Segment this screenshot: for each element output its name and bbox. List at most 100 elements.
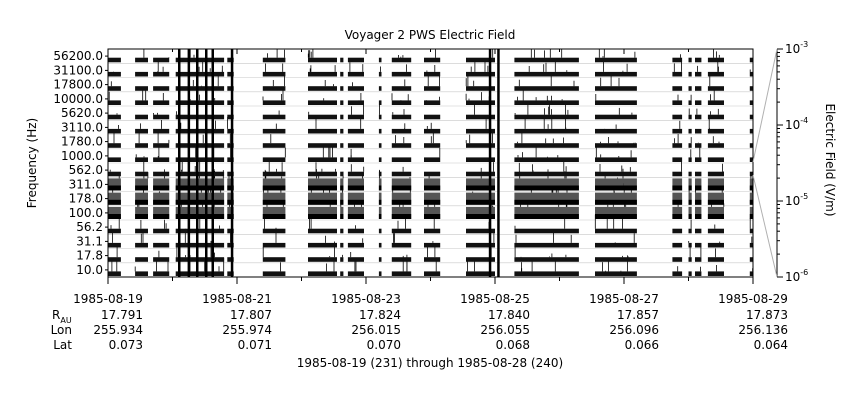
channel-block bbox=[672, 192, 683, 205]
channel-block bbox=[378, 206, 382, 219]
channel-block bbox=[340, 271, 344, 276]
y-tick-label: 56200.0 bbox=[53, 49, 103, 63]
channel-block bbox=[227, 171, 234, 177]
x-tick-lon: 255.974 bbox=[222, 323, 272, 337]
burst-column-7 bbox=[497, 49, 500, 277]
channel-block bbox=[175, 128, 225, 134]
channel-block bbox=[595, 257, 624, 262]
channel-block bbox=[466, 157, 495, 162]
channel-block bbox=[466, 100, 495, 105]
channel-block-core bbox=[749, 185, 753, 191]
channel-block bbox=[559, 271, 579, 276]
x-tick-lon: 256.015 bbox=[351, 323, 401, 337]
channel-block bbox=[347, 128, 364, 134]
data-interval-14 bbox=[514, 49, 560, 276]
channel-block bbox=[707, 271, 724, 276]
x-tick-lon: 255.934 bbox=[93, 323, 143, 337]
channel-block bbox=[347, 100, 364, 105]
channel-block bbox=[424, 178, 431, 191]
channel-block bbox=[559, 171, 579, 177]
channel-block bbox=[108, 143, 121, 148]
channel-block-core bbox=[308, 214, 337, 219]
plot-area bbox=[108, 49, 753, 277]
channel-block-core bbox=[672, 199, 683, 205]
rau-row-label: RAU bbox=[52, 308, 72, 325]
channel-block bbox=[695, 178, 702, 191]
channel-block bbox=[391, 271, 412, 276]
channel-block bbox=[340, 242, 344, 248]
channel-block bbox=[378, 71, 382, 77]
channel-block bbox=[308, 86, 337, 91]
data-interval-9 bbox=[378, 57, 382, 276]
channel-block bbox=[595, 157, 624, 162]
channel-block bbox=[624, 171, 637, 177]
channel-block bbox=[749, 100, 753, 105]
channel-block bbox=[424, 271, 431, 276]
channel-block bbox=[695, 228, 702, 234]
channel-block bbox=[347, 271, 364, 276]
channel-block bbox=[135, 228, 148, 234]
channel-block bbox=[707, 157, 724, 162]
channel-block bbox=[595, 143, 624, 148]
colorbar-label: Electric Field (V/m) bbox=[823, 103, 837, 216]
x-tick-lat: 0.073 bbox=[109, 338, 143, 352]
channel-block bbox=[378, 242, 382, 248]
channel-block bbox=[514, 171, 560, 177]
channel-block bbox=[595, 128, 624, 134]
channel-block bbox=[688, 128, 692, 134]
channel-block bbox=[595, 57, 624, 63]
channel-block bbox=[695, 86, 702, 91]
channel-block bbox=[559, 228, 579, 234]
channel-block bbox=[514, 257, 560, 262]
channel-block bbox=[347, 57, 364, 63]
channel-block-core bbox=[227, 214, 234, 219]
channel-block bbox=[175, 86, 225, 91]
channel-block bbox=[391, 86, 412, 91]
channel-block bbox=[340, 206, 344, 219]
channel-block bbox=[424, 228, 431, 234]
channel-block-core bbox=[695, 199, 702, 205]
channel-block bbox=[347, 228, 364, 234]
channel-block bbox=[308, 257, 337, 262]
channel-block bbox=[559, 114, 579, 120]
channel-block-core bbox=[749, 199, 753, 205]
channel-block-core bbox=[347, 199, 364, 205]
channel-block bbox=[175, 57, 225, 63]
channel-block bbox=[430, 228, 441, 234]
channel-block bbox=[308, 242, 337, 248]
channel-block bbox=[340, 114, 344, 120]
channel-block bbox=[672, 128, 683, 134]
channel-block-core bbox=[688, 199, 692, 205]
channel-block bbox=[672, 171, 683, 177]
x-tick-rau: 17.807 bbox=[230, 308, 272, 322]
channel-block bbox=[227, 100, 234, 105]
channel-block bbox=[707, 100, 724, 105]
y-tick-label: 1000.0 bbox=[61, 149, 103, 163]
channel-block bbox=[672, 271, 683, 276]
channel-block bbox=[378, 257, 382, 262]
channel-block-core bbox=[391, 185, 412, 191]
channel-block bbox=[108, 100, 121, 105]
channel-block-core bbox=[514, 185, 560, 191]
channel-block bbox=[135, 114, 148, 120]
channel-block bbox=[227, 228, 234, 234]
channel-block bbox=[135, 86, 148, 91]
channel-block bbox=[688, 206, 692, 219]
channel-block bbox=[424, 71, 431, 77]
channel-block-core bbox=[175, 185, 225, 191]
channel-block bbox=[688, 143, 692, 148]
channel-block-core bbox=[514, 214, 560, 219]
channel-block bbox=[624, 128, 637, 134]
channel-block bbox=[749, 192, 753, 205]
channel-block bbox=[430, 178, 441, 191]
channel-block bbox=[695, 57, 702, 63]
channel-block bbox=[559, 143, 579, 148]
data-interval-8 bbox=[347, 57, 365, 276]
channel-block bbox=[672, 86, 683, 91]
channel-block bbox=[749, 86, 753, 91]
channel-block bbox=[695, 71, 702, 77]
channel-block-core bbox=[308, 185, 337, 191]
channel-block bbox=[466, 57, 495, 63]
channel-block bbox=[672, 157, 683, 162]
burst-column-4 bbox=[211, 49, 214, 277]
